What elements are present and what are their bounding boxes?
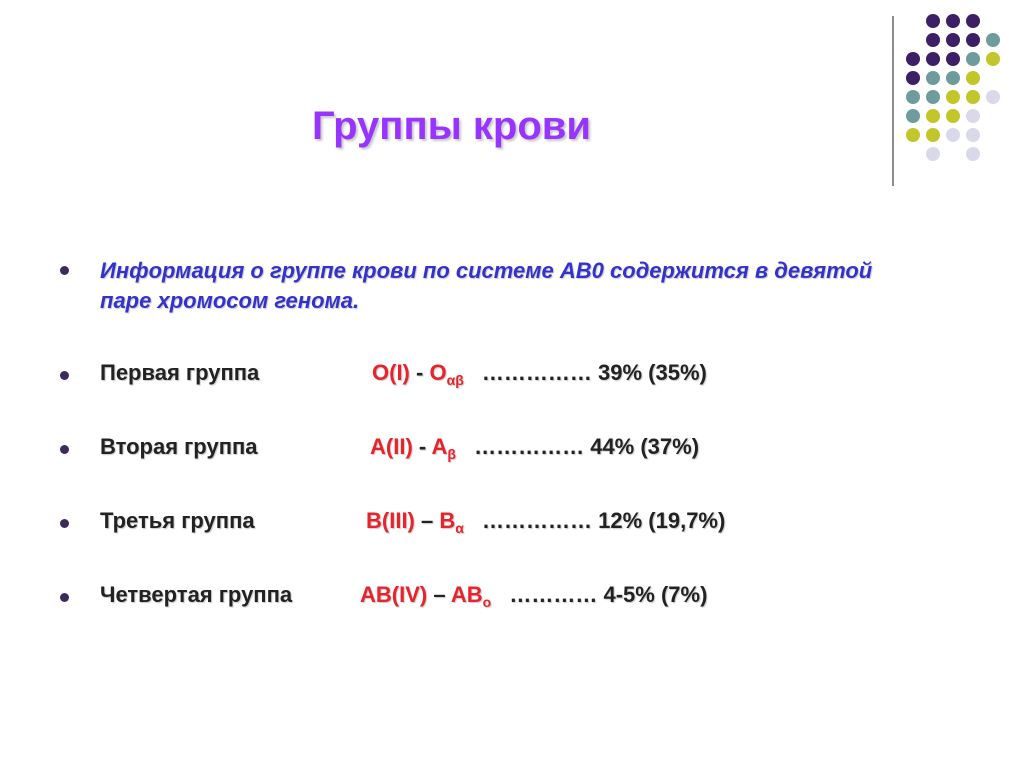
decorative-dot bbox=[986, 33, 1000, 47]
antigen: Bα bbox=[439, 508, 464, 536]
decorative-dot bbox=[966, 14, 980, 28]
decorative-dot-grid bbox=[906, 8, 1016, 168]
bullet-icon bbox=[60, 266, 69, 275]
decorative-dot bbox=[926, 109, 940, 123]
decorative-dot bbox=[946, 109, 960, 123]
antigen: Aβ bbox=[431, 434, 456, 462]
decorative-dot bbox=[946, 14, 960, 28]
decorative-dot bbox=[966, 90, 980, 104]
bullet-icon bbox=[60, 519, 69, 528]
decorative-dot bbox=[986, 90, 1000, 104]
percent: 44% (37%) bbox=[590, 434, 700, 459]
slide-title: Группы крови bbox=[312, 104, 591, 148]
decorative-dot bbox=[906, 90, 920, 104]
decorative-dot bbox=[926, 71, 940, 85]
group-code: B(III) bbox=[366, 508, 415, 533]
decorative-dot bbox=[946, 128, 960, 142]
group-row-4: AB(IV) – ABo ………… 4-5% (7%) bbox=[360, 582, 708, 610]
group-code: O(I) bbox=[372, 360, 410, 385]
row-label-3: Третья группа bbox=[100, 508, 255, 533]
decorative-dot bbox=[946, 52, 960, 66]
decorative-dot bbox=[966, 71, 980, 85]
decorative-dot bbox=[946, 33, 960, 47]
group-row-1: O(I) - Oαβ …………… 39% (35%) bbox=[372, 360, 707, 388]
decorative-dot bbox=[946, 90, 960, 104]
group-code: AB(IV) bbox=[360, 582, 428, 607]
decorative-dot bbox=[926, 33, 940, 47]
antigen: Oαβ bbox=[429, 360, 464, 388]
intro-text: Информация о группе крови по системе АВ0… bbox=[100, 258, 873, 313]
percent: 39% (35%) bbox=[598, 360, 707, 385]
bullet-icon bbox=[60, 445, 69, 454]
antigen: ABo bbox=[450, 582, 492, 610]
decorative-dot bbox=[966, 147, 980, 161]
decorative-dot bbox=[906, 52, 920, 66]
decorative-dot bbox=[906, 71, 920, 85]
decorative-dot bbox=[986, 52, 1000, 66]
group-code: A(II) bbox=[370, 434, 413, 459]
decorative-dot bbox=[926, 14, 940, 28]
decorative-dot bbox=[926, 128, 940, 142]
bullet-icon bbox=[60, 371, 69, 380]
decorative-divider bbox=[892, 16, 894, 186]
decorative-dot bbox=[926, 52, 940, 66]
percent: 12% (19,7%) bbox=[598, 508, 726, 533]
decorative-dot bbox=[966, 109, 980, 123]
decorative-dot bbox=[966, 128, 980, 142]
decorative-dot bbox=[906, 109, 920, 123]
row-label-2: Вторая группа bbox=[100, 434, 258, 459]
group-row-3: B(III) – Bα …………… 12% (19,7%) bbox=[366, 508, 726, 536]
bullet-icon bbox=[60, 593, 69, 602]
decorative-dot bbox=[906, 128, 920, 142]
decorative-dot bbox=[926, 90, 940, 104]
decorative-dot bbox=[966, 33, 980, 47]
group-row-2: A(II) - Aβ …………… 44% (37%) bbox=[370, 434, 700, 462]
decorative-dot bbox=[926, 147, 940, 161]
decorative-dot bbox=[966, 52, 980, 66]
percent: 4-5% (7%) bbox=[603, 582, 708, 607]
row-label-4: Четвертая группа bbox=[100, 582, 293, 607]
decorative-dot bbox=[946, 71, 960, 85]
row-label-1: Первая группа bbox=[100, 360, 260, 385]
